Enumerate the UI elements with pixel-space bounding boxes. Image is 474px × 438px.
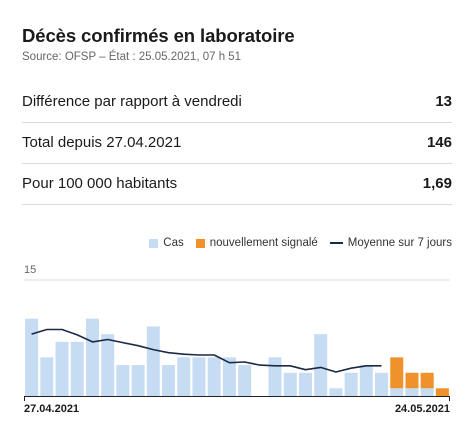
stat-row-total: Total depuis 27.04.2021 146 xyxy=(22,123,452,164)
legend-swatch-cases xyxy=(149,238,159,248)
bar-cases xyxy=(177,357,191,396)
legend-swatch-new xyxy=(195,238,205,248)
bar-new xyxy=(390,357,404,389)
bar-cases xyxy=(146,326,160,396)
bar-cases xyxy=(116,365,130,396)
bar-cases xyxy=(298,372,312,396)
stat-row-per-100k: Pour 100 000 habitants 1,69 xyxy=(22,164,452,205)
bar-cases xyxy=(405,388,419,396)
stat-label: Différence par rapport à vendredi xyxy=(22,93,242,110)
legend-label-average: Moyenne sur 7 jours xyxy=(347,237,452,249)
bar-cases xyxy=(222,357,236,396)
bar-new xyxy=(435,388,449,396)
bar-cases xyxy=(420,388,434,396)
bar-cases xyxy=(314,334,328,396)
legend-label-cases: Cas xyxy=(163,237,184,249)
legend-item-cases[interactable]: Cas xyxy=(149,237,184,249)
x-label-start: 27.04.2021 xyxy=(24,403,79,415)
bar-cases xyxy=(25,318,39,396)
bar-new xyxy=(405,372,419,389)
stat-label: Pour 100 000 habitants xyxy=(22,175,178,192)
source-note: Source: OFSP – État : 25.05.2021, 07 h 5… xyxy=(22,51,242,63)
bar-cases xyxy=(359,365,373,396)
legend-label-new: nouvellement signalé xyxy=(209,237,318,249)
bar-new xyxy=(420,372,434,389)
y-tick-label: 15 xyxy=(24,264,36,276)
stat-value: 13 xyxy=(435,93,452,110)
stat-label: Total depuis 27.04.2021 xyxy=(22,134,182,151)
bar-cases xyxy=(131,365,145,396)
bar-cases xyxy=(55,341,69,396)
average-line xyxy=(31,328,382,373)
bar-cases xyxy=(101,334,115,396)
stat-value: 1,69 xyxy=(422,175,452,192)
bar-cases xyxy=(268,357,282,396)
bar-cases xyxy=(70,341,84,396)
bar-cases xyxy=(283,372,297,396)
bar-cases xyxy=(162,365,176,396)
bar-cases xyxy=(207,357,221,396)
bar-cases xyxy=(344,372,358,396)
bar-chart: 15 27.04.2021 24.05.2021 xyxy=(24,264,450,415)
bar-cases xyxy=(329,388,343,396)
legend-item-new[interactable]: nouvellement signalé xyxy=(195,237,318,249)
legend-swatch-average xyxy=(329,242,343,244)
bar-cases xyxy=(238,365,252,396)
bar-cases xyxy=(390,388,404,396)
stat-row-difference: Différence par rapport à vendredi 13 xyxy=(22,82,452,123)
stat-value: 146 xyxy=(426,134,452,151)
bar-cases xyxy=(85,318,99,396)
chart-title: Décès confirmés en laboratoire xyxy=(22,25,295,46)
stats-table: Différence par rapport à vendredi 13 Tot… xyxy=(22,82,452,205)
bar-cases xyxy=(192,357,206,396)
x-label-end: 24.05.2021 xyxy=(395,403,450,415)
legend-item-average[interactable]: Moyenne sur 7 jours xyxy=(329,237,452,249)
bar-cases xyxy=(375,372,389,396)
bar-cases xyxy=(40,357,54,396)
chart-legend: Cas nouvellement signalé Moyenne sur 7 j… xyxy=(137,237,452,249)
